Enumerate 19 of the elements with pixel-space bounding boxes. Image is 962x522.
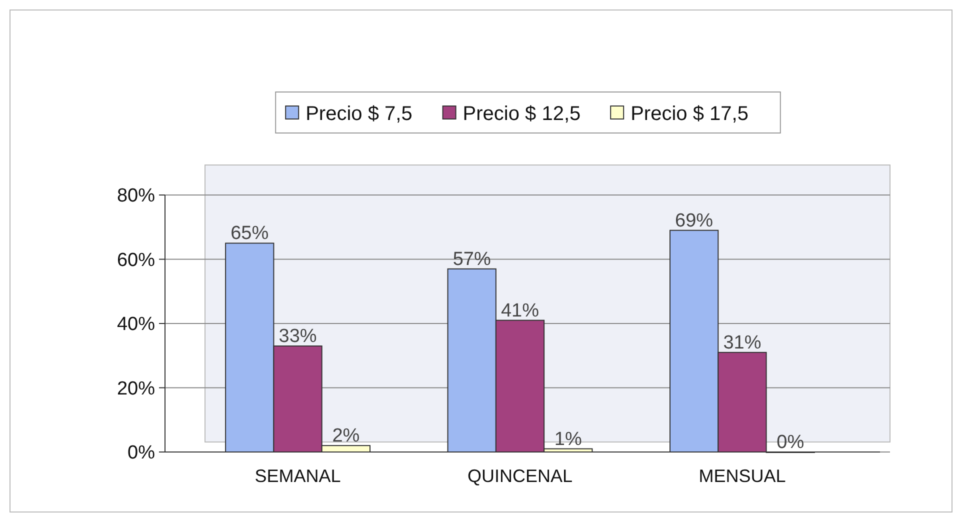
legend-label: Precio $ 12,5 bbox=[462, 103, 581, 125]
data-label: 2% bbox=[332, 426, 360, 447]
x-tick-label: QUINCENAL bbox=[467, 466, 573, 486]
data-label: 31% bbox=[723, 332, 762, 354]
data-label: 1% bbox=[554, 428, 582, 450]
data-label: 65% bbox=[230, 223, 269, 244]
y-tick-label: 0% bbox=[128, 442, 156, 464]
y-tick-label: 20% bbox=[116, 378, 156, 400]
data-label: 33% bbox=[278, 326, 317, 347]
x-tick-label: SEMANAL bbox=[254, 466, 341, 486]
x-tick-label: MENSUAL bbox=[698, 466, 786, 486]
y-tick-label: 80% bbox=[116, 186, 156, 207]
data-label: 41% bbox=[500, 300, 540, 322]
y-tick-label: 40% bbox=[116, 314, 156, 336]
legend-label: Precio $ 17,5 bbox=[630, 103, 748, 125]
y-tick-label: 60% bbox=[116, 250, 156, 271]
data-label: 69% bbox=[675, 210, 714, 232]
data-label: 0% bbox=[776, 432, 804, 453]
legend-label: Precio $ 7,5 bbox=[306, 103, 412, 125]
